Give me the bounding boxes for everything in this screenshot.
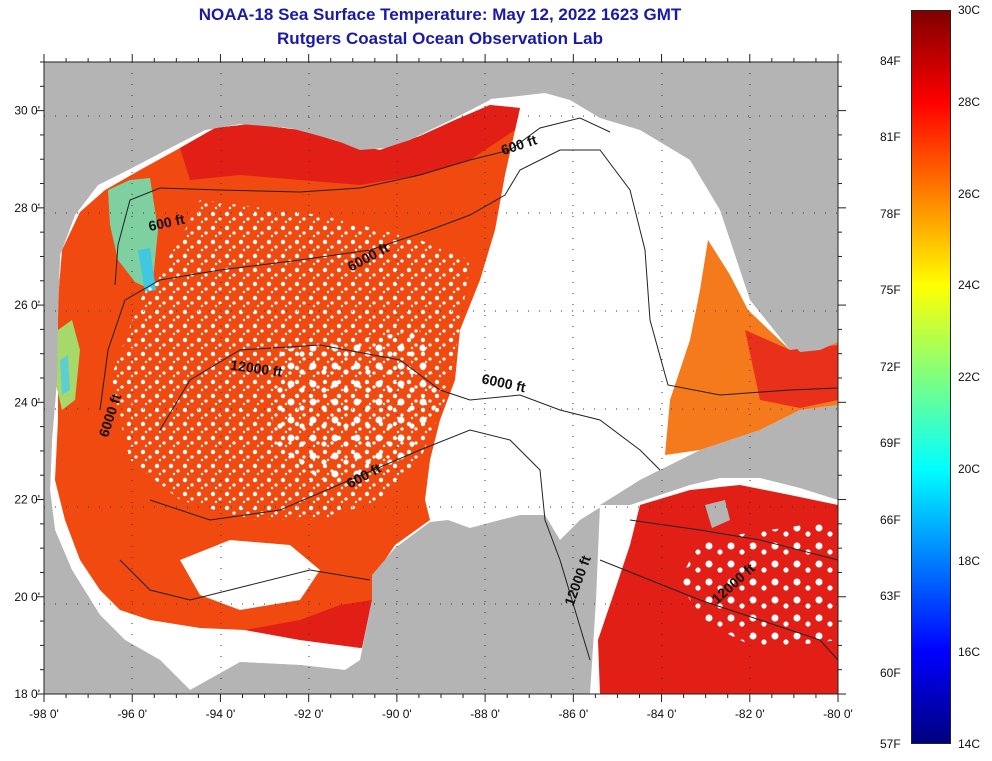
- land-mexico: [44, 62, 500, 694]
- lon-tick-label: -82 0': [735, 707, 765, 721]
- land-cuba: [600, 410, 838, 505]
- land-yucatan: [190, 515, 560, 694]
- fahrenheit-label: 69F: [880, 436, 901, 451]
- contour-label: 600 ft: [147, 211, 186, 234]
- lon-tick-label: -88 0': [470, 707, 500, 721]
- celsius-label: 22C: [958, 370, 981, 384]
- lon-tick-label: -98 0': [29, 707, 59, 721]
- lat-tick-label: 30 0': [14, 104, 40, 118]
- celsius-label: 28C: [958, 94, 981, 109]
- lon-tick-label: -92 0': [294, 707, 324, 721]
- bathymetry-contours: [99, 117, 838, 661]
- lon-tick-label: -94 0': [206, 707, 236, 721]
- cloud-patch-south: [180, 540, 320, 610]
- lat-tick-label: 20 0': [14, 590, 40, 604]
- land-florida: [545, 62, 838, 352]
- celsius-label: 14C: [958, 737, 981, 751]
- contour-label: 12000 ft: [229, 357, 283, 380]
- fahrenheit-label: 63F: [880, 589, 901, 604]
- lon-tick-label: -84 0': [647, 707, 677, 721]
- lon-tick-label: -86 0': [559, 707, 589, 721]
- land-isle-of-youth: [705, 500, 730, 528]
- celsius-label: 30C: [958, 3, 981, 17]
- celsius-label: 24C: [958, 278, 981, 293]
- fahrenheit-label: 78F: [880, 206, 901, 221]
- lon-tick-label: -80 0': [823, 707, 853, 721]
- sst-mexico-cyan: [60, 355, 70, 395]
- fahrenheit-label: 72F: [880, 359, 901, 374]
- fahrenheit-label: 57F: [880, 737, 901, 751]
- fahrenheit-label: 60F: [880, 665, 901, 680]
- chart-title: NOAA-18 Sea Surface Temperature: May 12,…: [198, 5, 682, 24]
- celsius-label: 20C: [958, 461, 981, 476]
- lat-tick-label: 26 0': [14, 298, 40, 312]
- lat-tick-label: 22 0': [14, 493, 40, 507]
- lon-tick-label: -96 0': [117, 707, 147, 721]
- fahrenheit-label: 84F: [880, 53, 901, 68]
- color-scale-bar: [911, 10, 951, 744]
- chart-subtitle: Rutgers Coastal Ocean Observation Lab: [277, 29, 603, 48]
- fahrenheit-label: 66F: [880, 512, 901, 527]
- fahrenheit-label: 75F: [880, 283, 901, 298]
- lat-tick-label: 18 0': [14, 687, 40, 701]
- lat-tick-label: 24 0': [14, 395, 40, 409]
- cloud-west-2: [270, 330, 440, 480]
- sst-texas-cyan: [138, 248, 156, 292]
- fahrenheit-label: 81F: [880, 130, 901, 145]
- celsius-label: 26C: [958, 186, 981, 201]
- celsius-label: 16C: [958, 645, 981, 660]
- cloud-caribbean: [680, 520, 838, 650]
- lon-tick-label: -90 0': [382, 707, 412, 721]
- lat-tick-label: 28 0': [14, 201, 40, 215]
- celsius-label: 18C: [958, 553, 981, 568]
- graticule: [44, 62, 838, 694]
